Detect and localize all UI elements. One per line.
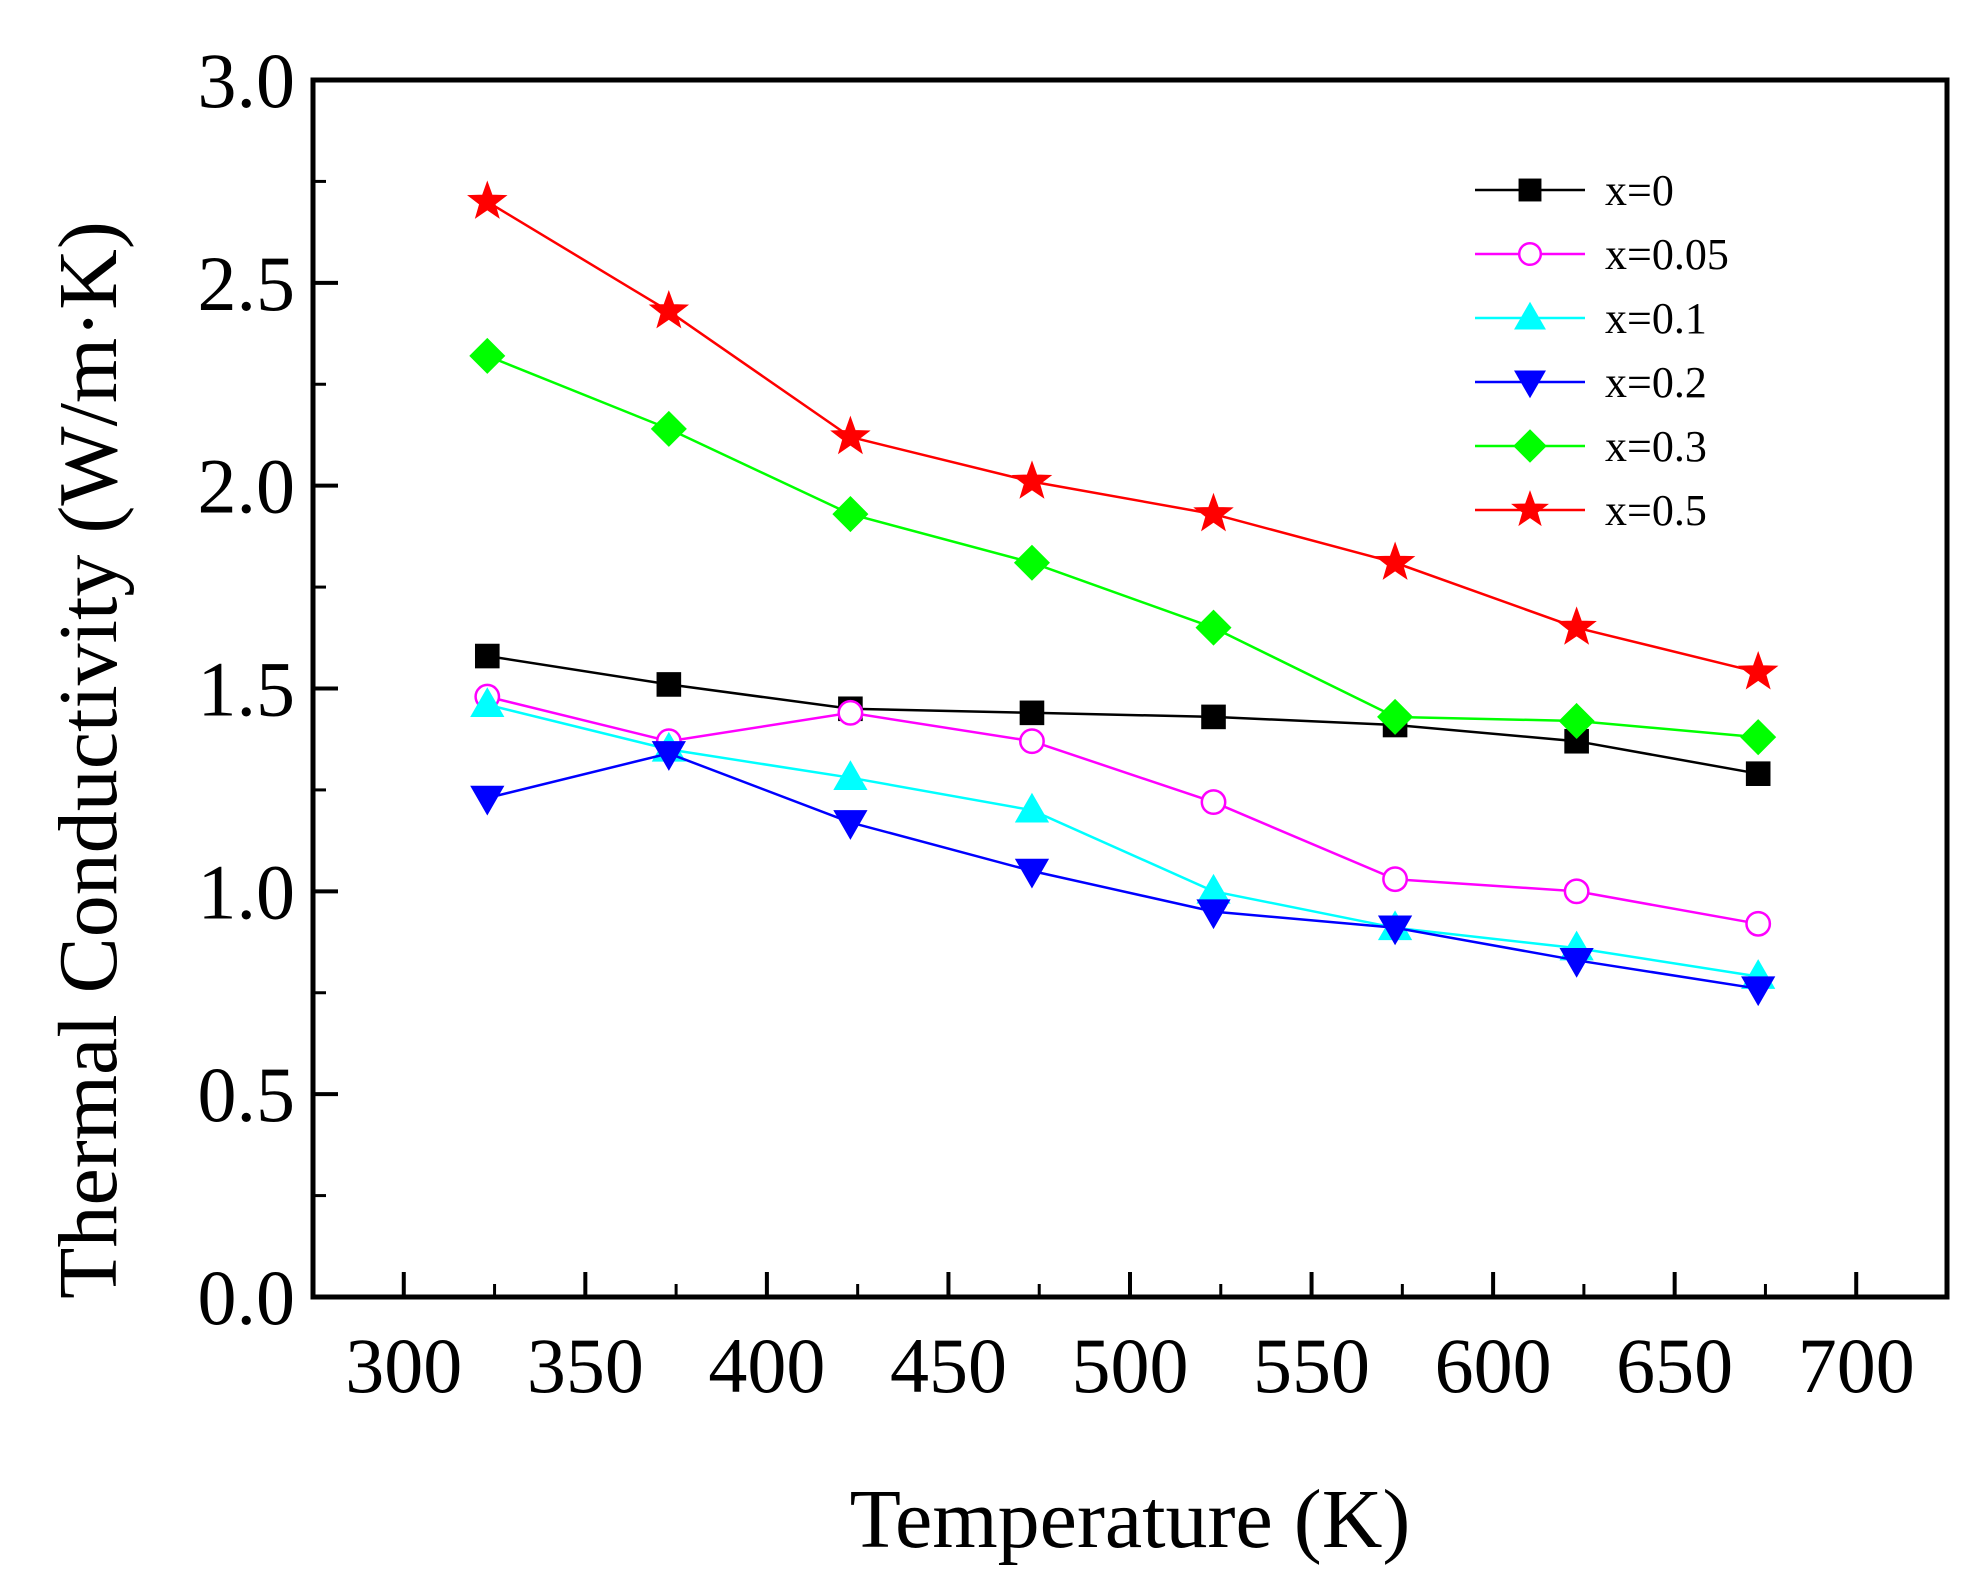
data-point-x-0-1 xyxy=(1196,873,1231,904)
series-x-0-2 xyxy=(470,741,1776,1007)
data-point-x-0-3 xyxy=(1558,702,1595,739)
data-point-x-0-1 xyxy=(1014,792,1050,823)
x-tick-label: 450 xyxy=(890,1322,1007,1409)
legend-label-x-0-1: x=0.1 xyxy=(1605,294,1707,343)
x-tick-label: 600 xyxy=(1435,1322,1552,1409)
legend-marker-x-0-2 xyxy=(1514,370,1546,399)
data-point-x-0 xyxy=(1201,704,1226,730)
data-point-x-0 xyxy=(1019,700,1045,726)
data-point-x-0-05 xyxy=(837,699,864,726)
legend-entry-x-0-3: x=0.3 xyxy=(1475,422,1707,471)
series-line-x-0-2 xyxy=(487,752,1759,990)
axis-ticks xyxy=(313,78,1949,1299)
data-point-x-0-3 xyxy=(1377,698,1414,735)
data-point-x-0-1 xyxy=(833,760,868,791)
data-point-x-0-3 xyxy=(1195,609,1232,646)
series-line-x-0-1 xyxy=(487,703,1759,978)
legend-marker-x-0 xyxy=(1518,178,1542,202)
legend-label-x-0-5: x=0.5 xyxy=(1605,486,1707,535)
data-point-x-0-5 xyxy=(830,415,871,455)
y-tick-label: 2.0 xyxy=(198,443,296,530)
data-point-x-0-5 xyxy=(648,290,690,329)
data-point-x-0-05 xyxy=(1019,728,1045,755)
series-x-0-5 xyxy=(467,180,1779,690)
legend-marker-x-0-5 xyxy=(1511,490,1549,527)
data-point-x-0-2 xyxy=(1741,976,1776,1007)
data-point-x-0-5 xyxy=(1193,492,1234,532)
y-axis-title: Thermal Conductivity (W/m·K) xyxy=(42,221,135,1299)
data-point-x-0 xyxy=(474,643,500,669)
legend-label-x-0-05: x=0.05 xyxy=(1605,230,1729,279)
series-line-x-0-05 xyxy=(487,695,1759,926)
legend-label-x-0: x=0 xyxy=(1605,166,1674,215)
legend-marker-x-0-3 xyxy=(1513,429,1547,463)
y-tick-label: 1.5 xyxy=(198,646,296,733)
data-point-x-0-3 xyxy=(469,337,506,374)
data-point-x-0-2 xyxy=(470,785,505,816)
data-point-x-0-05 xyxy=(1200,789,1227,816)
data-point-x-0-05 xyxy=(1563,878,1590,905)
data-point-x-0-3 xyxy=(832,496,869,533)
data-point-x-0-2 xyxy=(1196,899,1231,930)
x-tick-label: 650 xyxy=(1616,1322,1733,1409)
x-tick-label: 300 xyxy=(345,1322,462,1409)
legend-marker-x-0-05 xyxy=(1517,241,1543,267)
legend-entry-x-0: x=0 xyxy=(1475,166,1674,215)
x-tick-label: 500 xyxy=(1072,1322,1189,1409)
legend-marker-x-0-1 xyxy=(1514,301,1546,330)
legend-entry-x-0-1: x=0.1 xyxy=(1475,294,1707,343)
x-tick-label: 700 xyxy=(1798,1322,1915,1409)
data-point-x-0-2 xyxy=(1377,915,1413,946)
y-tick-label: 2.5 xyxy=(198,240,296,327)
data-point-x-0 xyxy=(656,672,682,697)
series-x-0-3 xyxy=(469,337,1777,756)
data-point-x-0-2 xyxy=(833,810,868,840)
data-point-x-0-3 xyxy=(650,410,687,447)
x-tick-label: 400 xyxy=(708,1322,825,1409)
series-layer xyxy=(467,180,1779,1007)
legend: x=0 x=0.05 x=0.1 x=0.2 x=0.3 x=0.5 xyxy=(1475,166,1729,535)
series-line-x-0 xyxy=(487,654,1759,775)
data-point-x-0-05 xyxy=(1382,866,1409,893)
legend-entry-x-0-5: x=0.5 xyxy=(1475,486,1707,535)
legend-label-x-0-2: x=0.2 xyxy=(1605,358,1707,407)
data-point-x-0-5 xyxy=(1374,541,1416,580)
y-tick-label: 3.0 xyxy=(198,37,296,124)
data-point-x-0-3 xyxy=(1013,544,1050,581)
data-point-x-0-5 xyxy=(1011,460,1053,499)
data-point-x-0-2 xyxy=(1559,947,1594,978)
x-axis-title: Temperature (K) xyxy=(850,1473,1411,1566)
data-point-x-0-2 xyxy=(1014,858,1050,889)
data-point-x-0-3 xyxy=(1740,719,1777,756)
axis-tick-labels: 300 350 400 450 500 550 600 650 700 0.0 0.5 1.0 1.5 2… xyxy=(198,37,1915,1409)
series-line-x-0-3 xyxy=(486,354,1759,739)
y-tick-label: 0.5 xyxy=(198,1051,296,1138)
legend-label-x-0-3: x=0.3 xyxy=(1605,422,1707,471)
y-tick-label: 1.0 xyxy=(198,848,296,935)
data-point-x-0-5 xyxy=(1737,650,1779,690)
x-tick-label: 350 xyxy=(527,1322,644,1409)
legend-entry-x-0-2: x=0.2 xyxy=(1475,358,1707,407)
data-point-x-0 xyxy=(1745,761,1771,786)
data-point-x-0-5 xyxy=(467,180,508,219)
data-point-x-0-05 xyxy=(1745,910,1772,937)
series-x-0 xyxy=(474,643,1771,786)
data-point-x-0-5 xyxy=(1556,606,1597,645)
legend-entry-x-0-05: x=0.05 xyxy=(1475,230,1729,279)
data-point-x-0-2 xyxy=(651,741,686,771)
data-point-x-0-1 xyxy=(470,687,505,718)
x-tick-label: 550 xyxy=(1253,1322,1370,1409)
y-tick-label: 0.0 xyxy=(198,1254,296,1341)
series-line-x-0-5 xyxy=(486,200,1759,674)
